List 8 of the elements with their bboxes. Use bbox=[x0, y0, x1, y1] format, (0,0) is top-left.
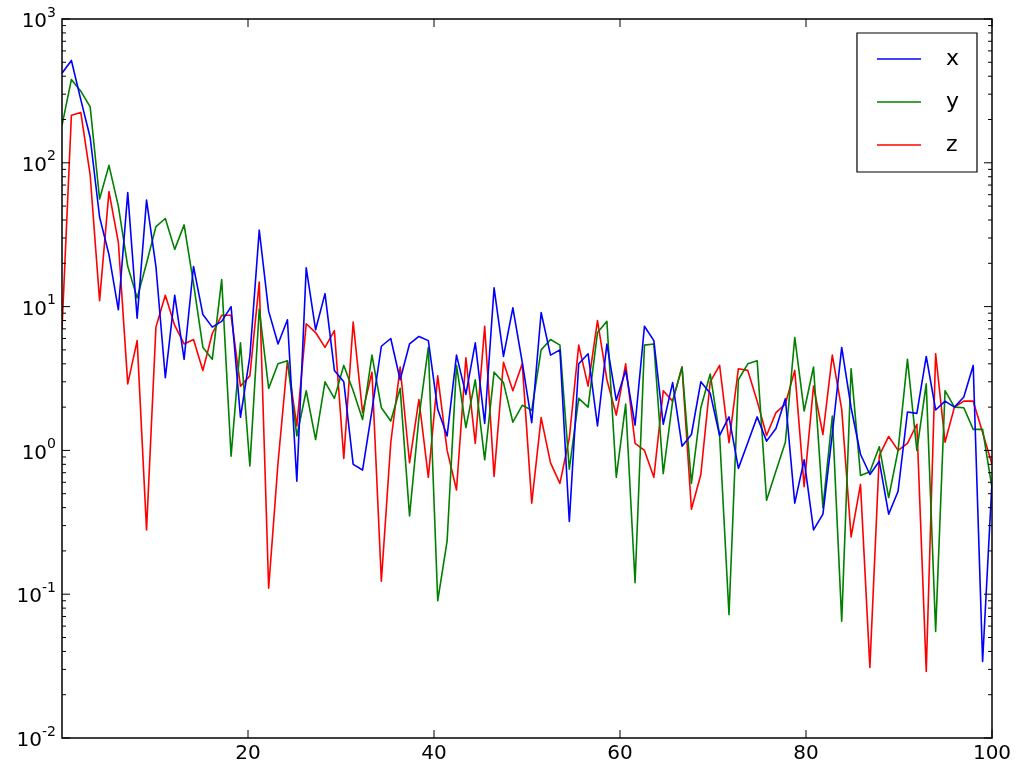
legend-label: z bbox=[945, 130, 958, 156]
x-tick-label: 80 bbox=[793, 740, 819, 765]
x-tick-label: 20 bbox=[235, 740, 261, 765]
x-tick-label: 40 bbox=[421, 740, 447, 765]
x-tick-label: 100 bbox=[972, 740, 1012, 765]
legend-label: y bbox=[945, 87, 960, 113]
legend-label: x bbox=[945, 44, 960, 70]
x-tick-label: 60 bbox=[607, 740, 633, 765]
